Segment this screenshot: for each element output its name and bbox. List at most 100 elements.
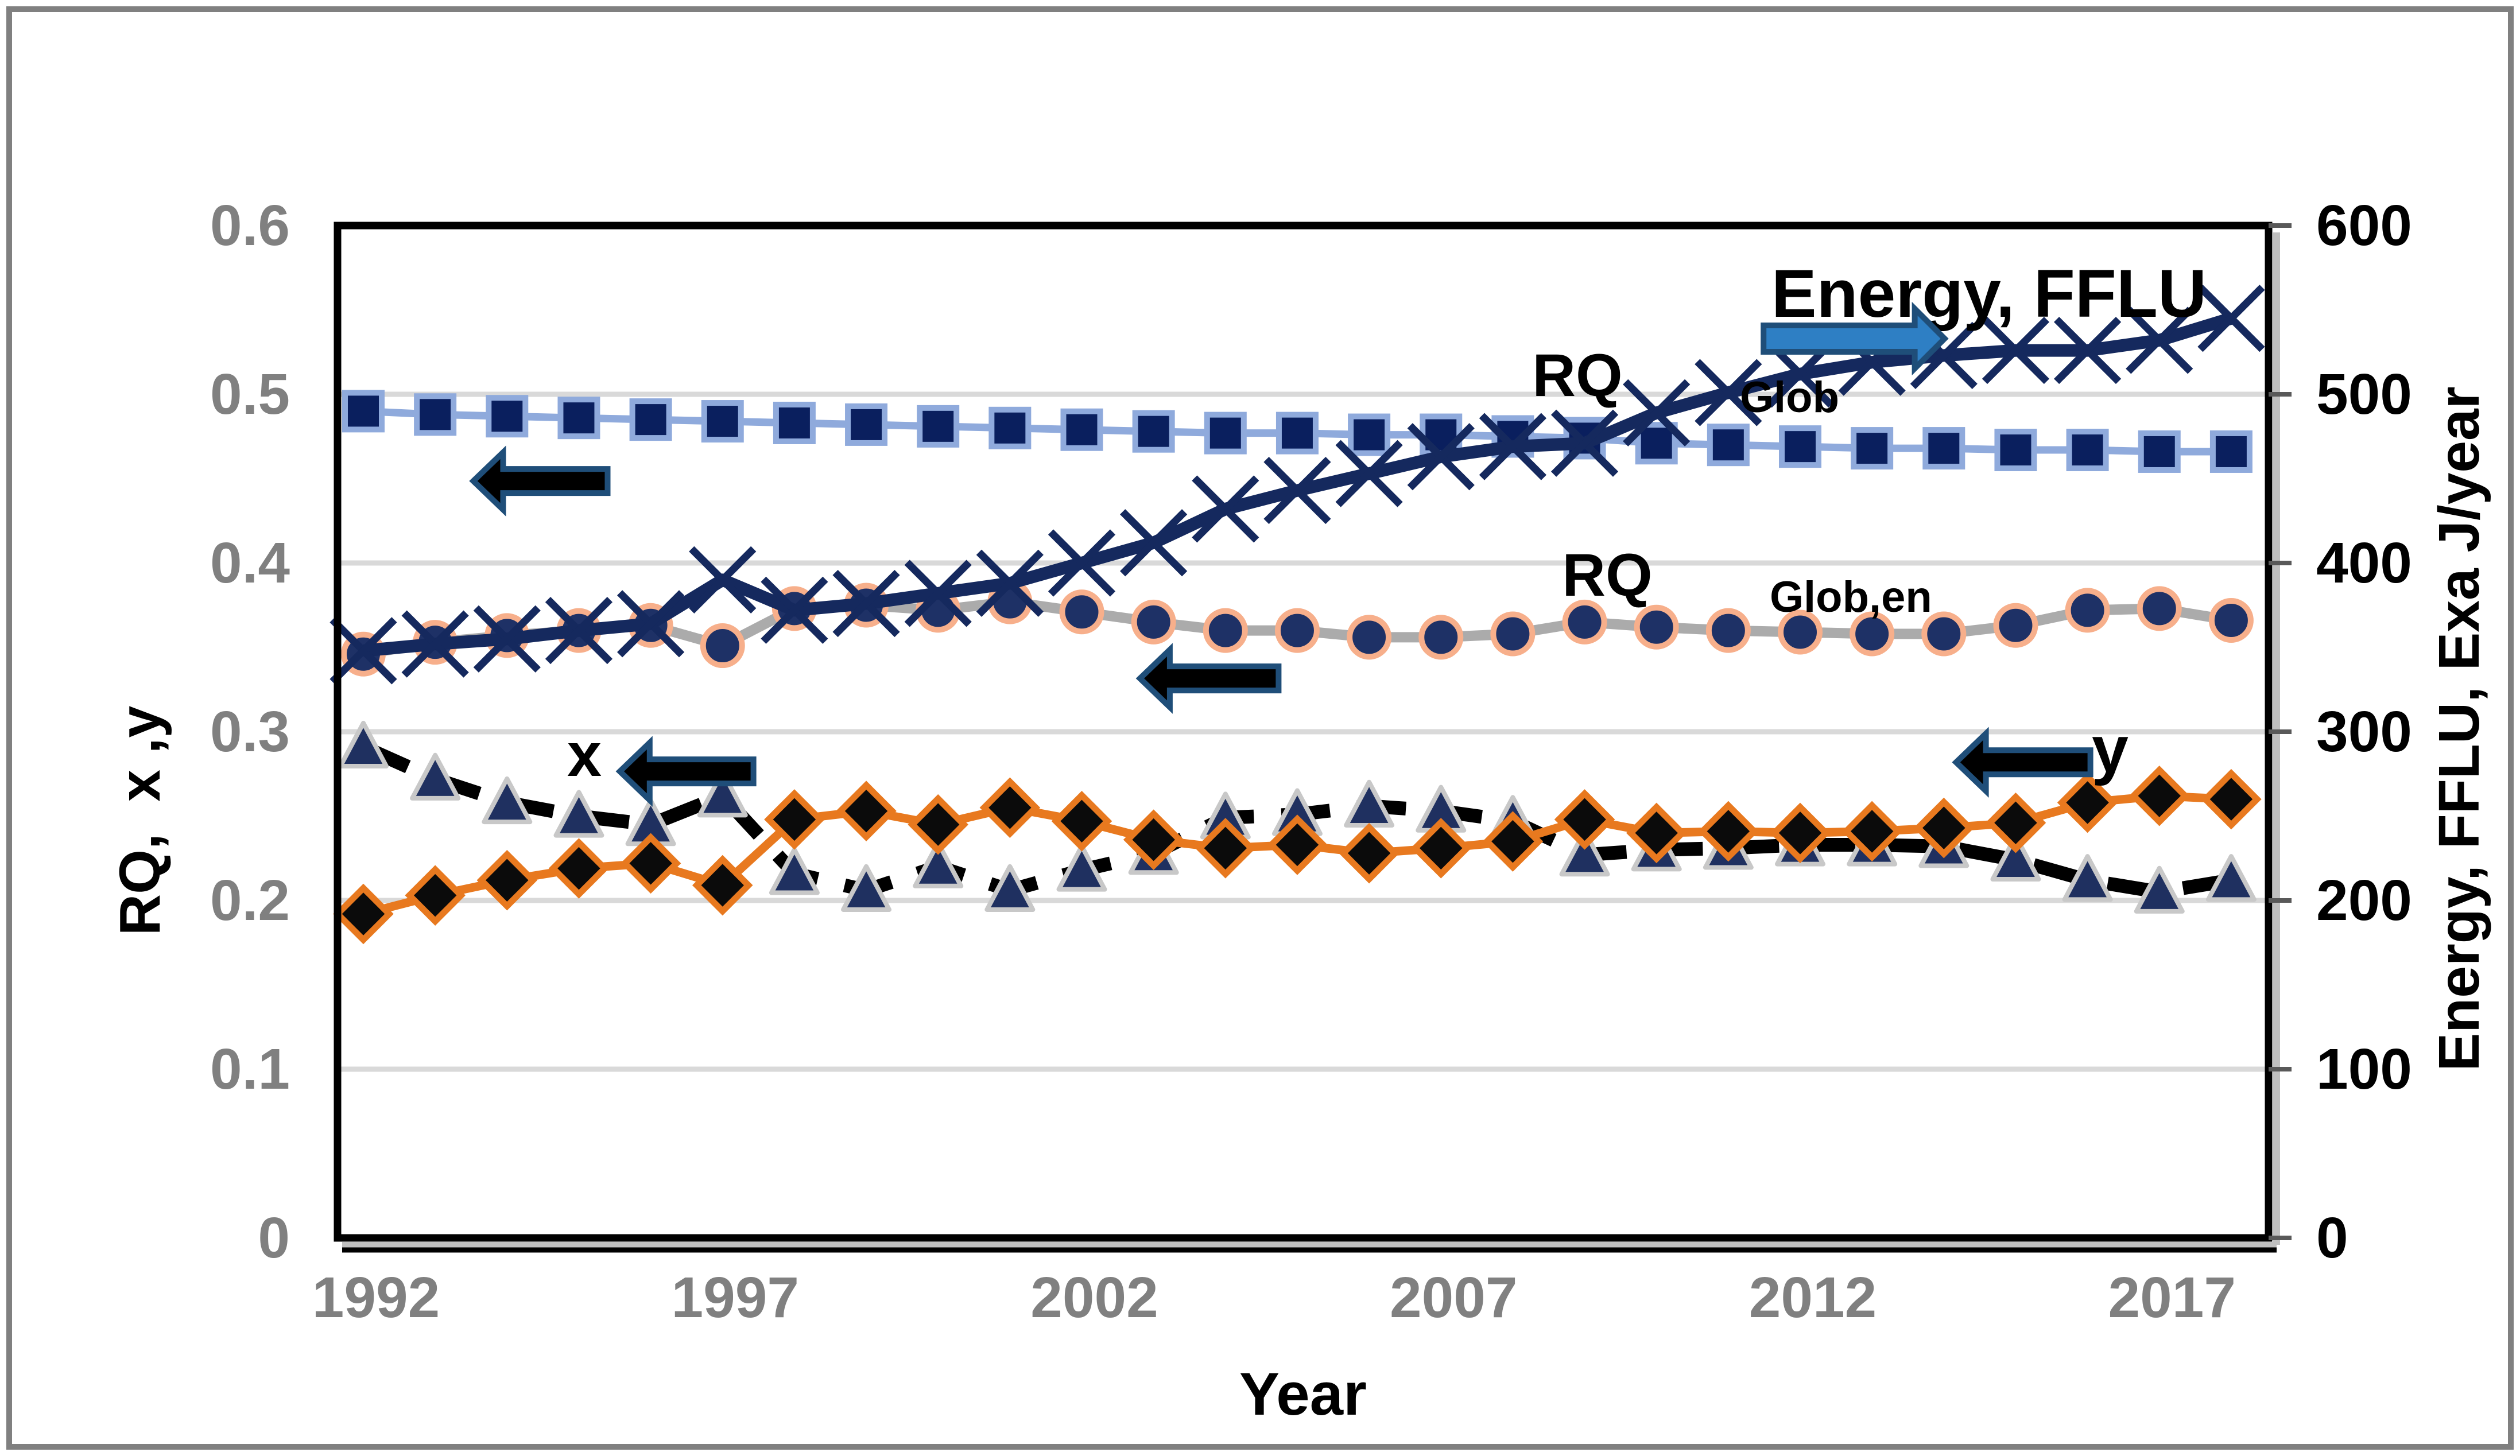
y-series-label: y xyxy=(2092,713,2129,786)
marker-x xyxy=(1192,475,1259,543)
marker-triangle xyxy=(913,840,964,888)
series-y xyxy=(333,765,2262,945)
energy-fflu-label: Energy, FFLU xyxy=(1771,256,2207,332)
y-left-tick-label: 0.4 xyxy=(210,531,290,595)
y-right-tick-label: 100 xyxy=(2316,1037,2412,1101)
marker-diamond xyxy=(476,849,538,911)
figure-border xyxy=(6,6,2514,1450)
plot-frame-layer xyxy=(334,222,2292,1253)
series-layer xyxy=(329,285,2265,945)
marker-square xyxy=(629,398,672,441)
marker-x xyxy=(1550,409,1619,477)
marker-diamond xyxy=(1267,814,1328,875)
y-left-tick-label: 0.6 xyxy=(210,193,290,258)
marker-square xyxy=(988,406,1032,449)
x-tick-label: 2007 xyxy=(1390,1265,1517,1330)
marker-square xyxy=(1275,411,1319,455)
marker-x xyxy=(976,549,1044,617)
y-right-tick-label: 300 xyxy=(2316,700,2412,764)
x-tick-label: 2002 xyxy=(1030,1265,1158,1330)
marker-square xyxy=(773,401,816,444)
marker-square xyxy=(1707,424,1750,467)
marker-x xyxy=(1263,456,1331,525)
marker-circle xyxy=(1274,608,1320,653)
marker-x xyxy=(904,560,972,627)
arrow-rq-glob-en-icon xyxy=(1135,643,1282,714)
x-tick-label: 2017 xyxy=(2108,1265,2236,1330)
y-right-tick-label: 200 xyxy=(2316,868,2412,933)
marker-circle xyxy=(1059,589,1104,635)
marker-circle xyxy=(1131,599,1176,644)
marker-circle xyxy=(1705,608,1751,653)
marker-square xyxy=(1132,410,1175,453)
marker-diamond xyxy=(836,781,897,841)
arrow-y-icon xyxy=(1952,727,2093,798)
marker-x xyxy=(2054,316,2122,385)
marker-triangle xyxy=(482,776,533,825)
marker-triangle xyxy=(553,790,604,838)
marker-diamond xyxy=(548,838,610,899)
series-rq-glob xyxy=(342,390,2253,473)
marker-diamond xyxy=(764,789,825,850)
x-series-label: x xyxy=(567,720,602,789)
marker-diamond xyxy=(908,794,968,855)
y-right-tick-label: 500 xyxy=(2316,362,2412,426)
rq-glob-en-label-subscript: Glob,en xyxy=(1770,573,1932,622)
marker-x xyxy=(329,617,397,685)
marker-diamond xyxy=(620,833,681,894)
marker-triangle xyxy=(1990,833,2041,882)
marker-square xyxy=(1851,427,1894,470)
rq-glob-en-label: RQ Glob,en xyxy=(1445,542,2016,625)
marker-circle xyxy=(1347,615,1392,660)
marker-square xyxy=(1635,422,1678,465)
arrow-energy-icon xyxy=(1761,301,1949,376)
marker-circle xyxy=(1778,609,1823,655)
marker-diamond xyxy=(1554,789,1615,850)
marker-square xyxy=(701,400,744,443)
marker-x xyxy=(617,590,685,658)
marker-x xyxy=(401,610,469,678)
marker-triangle xyxy=(841,864,892,912)
marker-x xyxy=(689,546,757,614)
marker-diamond xyxy=(1913,797,1975,859)
x-tick-label: 1992 xyxy=(312,1265,440,1330)
marker-square xyxy=(1994,429,2037,472)
y-left-tick-label: 0.2 xyxy=(210,868,290,933)
marker-square xyxy=(1348,413,1391,456)
marker-circle xyxy=(1993,603,2038,648)
rq-glob-label-subscript: Glob xyxy=(1740,373,1839,422)
marker-x xyxy=(2197,285,2265,352)
marker-diamond xyxy=(2129,765,2190,826)
marker-x xyxy=(545,597,613,665)
marker-circle xyxy=(1562,599,1607,644)
y-left-tick-label: 0.1 xyxy=(210,1037,290,1101)
marker-square xyxy=(845,403,888,446)
marker-diamond xyxy=(1698,801,1759,862)
marker-circle xyxy=(1921,611,1967,657)
marker-diamond xyxy=(1339,822,1399,884)
marker-x xyxy=(2126,306,2193,374)
marker-triangle xyxy=(1559,829,1610,877)
y-right-axis-title: Energy, FFLU, Exa J/year xyxy=(2427,386,2491,1071)
marker-square xyxy=(2209,430,2253,473)
marker-triangle xyxy=(1056,844,1107,892)
marker-diamond xyxy=(979,777,1041,838)
rq-glob-label: RQ Glob xyxy=(1415,342,1923,425)
arrows-layer xyxy=(469,301,2093,807)
marker-square xyxy=(1060,408,1103,451)
marker-square xyxy=(1922,427,1965,470)
y-left-axis-title: RQ, x ,y xyxy=(108,706,172,936)
marker-diamond xyxy=(405,865,466,926)
rq-glob-label-main: RQ xyxy=(1532,342,1623,409)
marker-diamond xyxy=(1410,818,1472,879)
marker-x xyxy=(1120,509,1188,577)
marker-x xyxy=(832,569,900,638)
annotations-layer: Year RQ, x ,y Energy, FFLU, Exa J/year R… xyxy=(108,256,2491,1428)
marker-circle xyxy=(1634,604,1679,650)
marker-circle xyxy=(700,623,745,669)
marker-diamond xyxy=(2201,768,2262,830)
marker-square xyxy=(342,390,385,433)
marker-triangle xyxy=(2062,854,2113,902)
marker-diamond xyxy=(1626,802,1687,864)
